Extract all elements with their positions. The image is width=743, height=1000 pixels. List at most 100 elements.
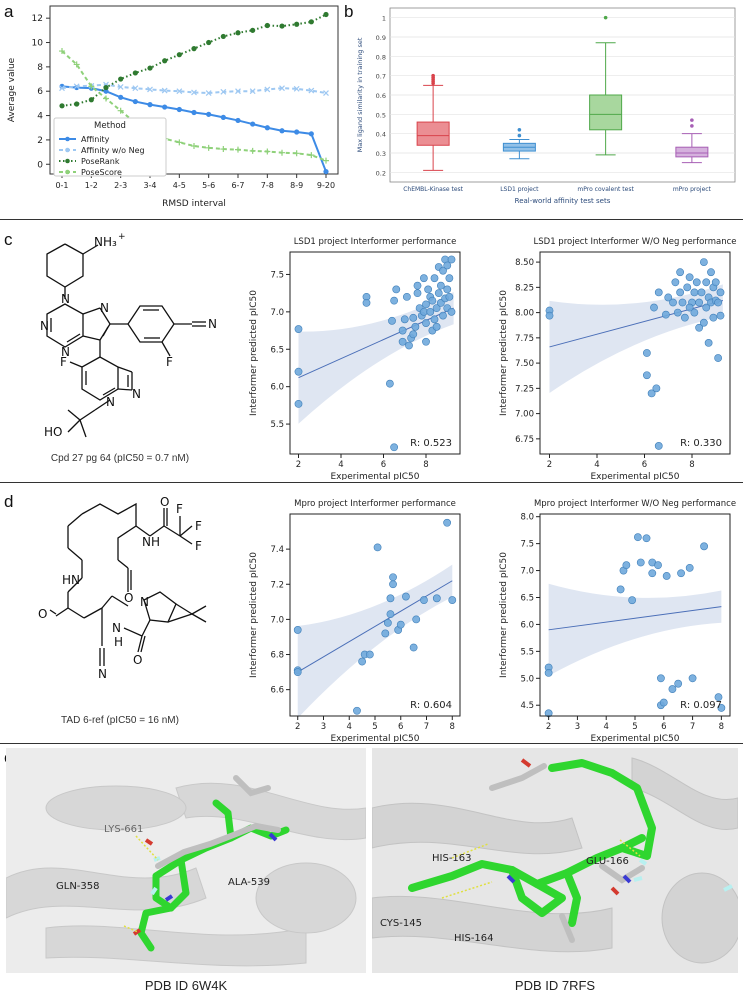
panel-letter-b: b: [344, 2, 354, 21]
scatter-point: [412, 615, 421, 624]
data-point: [147, 102, 153, 108]
x-tick-label: 5: [372, 722, 377, 732]
atom-label: F: [176, 502, 183, 516]
data-point: [206, 39, 212, 46]
x-tick-label: ChEMBL-Kinase test: [403, 186, 463, 193]
y-tick-label: 5.5: [270, 420, 284, 430]
atom-label: N: [140, 595, 149, 609]
data-point: [235, 146, 241, 153]
x-tick-label: 1-2: [85, 181, 98, 190]
x-tick-label: 2: [296, 460, 301, 470]
confidence-band: [548, 583, 722, 676]
x-tick-label: 3-4: [143, 181, 156, 190]
data-point: [279, 23, 285, 29]
atom-label: HN: [62, 573, 80, 587]
x-axis-label: Experimental pIC50: [591, 734, 680, 742]
scatter-point: [685, 273, 694, 282]
y-tick-label: 5.5: [520, 647, 534, 657]
scatter-point: [642, 349, 651, 357]
data-point: [191, 46, 197, 52]
divider-1: [0, 219, 743, 220]
scatter-point: [358, 657, 367, 666]
correlation-annotation: R: 0.330: [680, 438, 722, 449]
scatter-point: [544, 669, 553, 677]
protein-render-right: HIS-163 GLU-166 CYS-145 HIS-164: [372, 748, 738, 973]
data-point: [206, 111, 212, 117]
data-point: [176, 52, 182, 58]
box-outlier: [690, 124, 694, 128]
structure-right-caption: PDB ID 7RFS: [514, 978, 596, 993]
scatter-point: [389, 580, 397, 589]
data-point: [249, 88, 256, 95]
atom-label: F: [195, 519, 202, 533]
molecule-d-caption: TAD 6-ref (pIC50 = 16 nM): [61, 715, 179, 726]
data-point: [176, 139, 183, 146]
scatter-point: [373, 543, 382, 552]
scatter-point: [676, 288, 685, 297]
scatter-point: [545, 311, 554, 320]
scatter-point: [294, 367, 303, 376]
x-tick-label: 7: [424, 722, 429, 732]
box-body: [675, 146, 709, 158]
scatter-point: [714, 354, 723, 362]
atom-label: N: [208, 317, 217, 331]
x-tick-label: 4: [338, 460, 343, 470]
scatter-point: [657, 674, 665, 683]
plot-frame: [539, 251, 731, 455]
y-axis-label: Max ligand similarity in training set: [356, 37, 364, 152]
y-tick-label: 8: [37, 63, 43, 73]
atom-label: H: [114, 635, 123, 649]
y-tick-label: 7.00: [515, 410, 534, 420]
y-tick-label: 6.6: [270, 686, 284, 696]
y-tick-label: 7.5: [520, 540, 534, 550]
scatter-point: [654, 561, 662, 570]
box-outlier: [603, 15, 608, 20]
scatter-point: [654, 288, 663, 297]
x-tick-label: 4: [594, 460, 599, 470]
x-tick-label: 2: [547, 460, 552, 470]
data-point: [293, 150, 300, 157]
atom-label: N: [106, 395, 115, 409]
data-point: [250, 27, 256, 33]
scatter-point: [390, 296, 399, 305]
molecule-d-structure: F F F O NH HN O O N O N H N O: [38, 496, 207, 681]
scatter-point: [439, 266, 447, 275]
data-point: [176, 106, 182, 113]
scatter-point: [717, 704, 726, 712]
scatter-point: [447, 255, 456, 264]
scatter-point: [413, 281, 422, 290]
y-tick-label: 7.0: [270, 615, 284, 625]
y-tick-label: 8.00: [515, 309, 534, 319]
data-point: [323, 11, 329, 18]
scatter-point: [707, 268, 715, 277]
y-tick-label: 0: [37, 160, 43, 170]
atom-label: NH: [142, 535, 160, 549]
atom-label: O: [133, 653, 142, 667]
scatter-point: [676, 268, 685, 277]
scatter-point: [353, 706, 361, 715]
y-tick-label: 6.0: [520, 620, 534, 630]
scatter-point: [426, 307, 435, 316]
x-tick-label: 8: [719, 722, 724, 732]
scatter-point: [669, 298, 677, 307]
legend-marker: [65, 169, 70, 175]
panel-letter-c: c: [4, 230, 13, 249]
y-tick-label: 8.25: [515, 283, 534, 293]
y-tick-label: 7.0: [520, 567, 534, 577]
data-point: [59, 103, 65, 109]
chart-title: Mpro project Interformer performance: [294, 499, 456, 509]
scatter-point: [445, 292, 454, 301]
scatter-point: [661, 310, 670, 319]
scatter-point: [402, 592, 410, 601]
atom-label: N: [132, 387, 141, 401]
data-point: [118, 76, 124, 82]
data-point: [73, 83, 80, 90]
data-point: [220, 33, 226, 40]
data-point: [161, 87, 168, 94]
box-body: [416, 121, 450, 146]
legend-box: [53, 117, 167, 177]
data-point: [59, 85, 65, 92]
scatter-point: [443, 261, 452, 270]
data-point: [176, 88, 183, 95]
scatter-point: [622, 561, 631, 570]
